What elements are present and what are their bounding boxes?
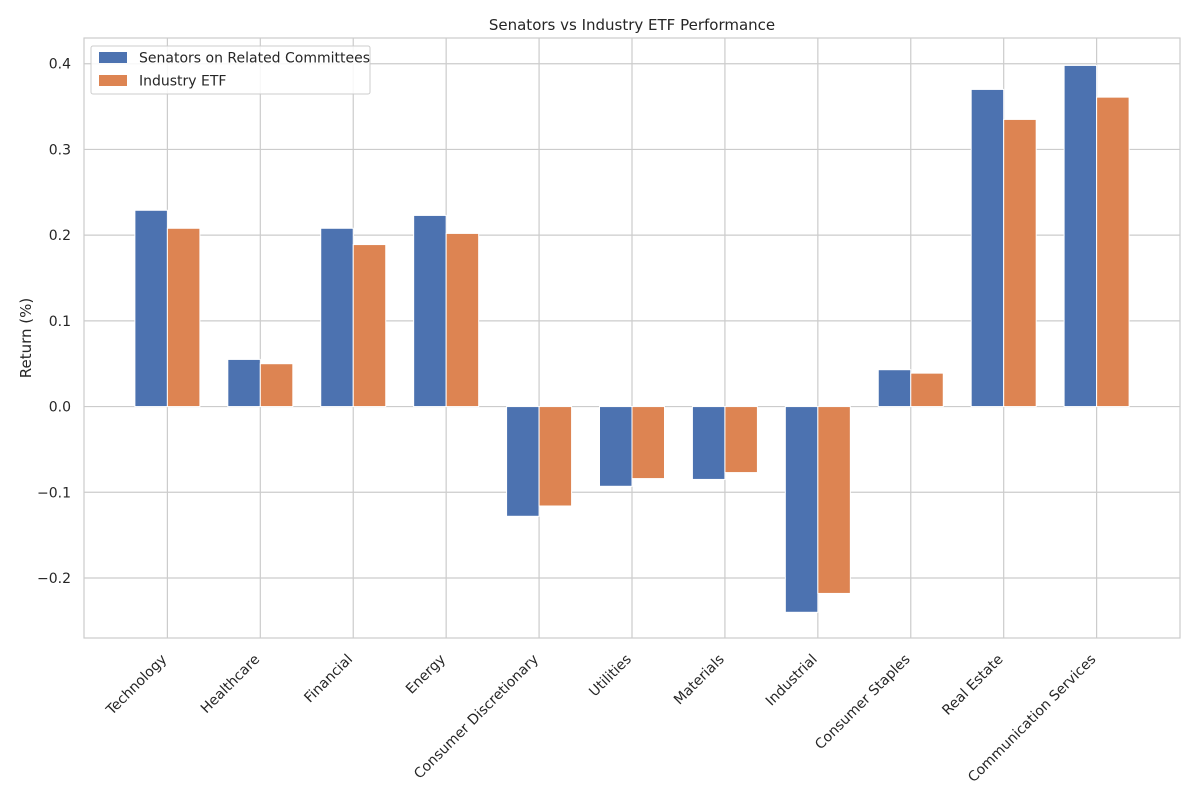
bar-industry-etf [1003,118,1037,408]
bar-industry-etf [538,406,573,507]
x-tick-label: Industrial [763,652,821,710]
x-tick-label: Technology [103,652,170,719]
bar-industry-etf [724,406,758,474]
legend: Senators on Related Committees Industry … [90,45,371,95]
bar-senators [784,406,819,613]
x-tick-label: Energy [403,652,449,698]
bar-senators [691,406,726,480]
y-tick-label: 0.1 [49,314,71,330]
bar-industry-etf [631,406,665,480]
plot-frame [83,37,1181,639]
legend-swatch-senators [99,52,127,63]
bar-industry-etf [259,363,294,408]
bar-senators [227,358,261,408]
legend-frame [90,45,371,95]
y-tick-labels: −0.2 −0.1 0.0 0.1 0.2 0.3 0.4 [37,57,71,587]
x-tick-label: Utilities [586,652,635,701]
y-tick-label: −0.2 [37,571,71,587]
y-tick-label: 0.0 [49,400,71,416]
bar-industry-etf [817,406,851,594]
bar-senators [134,209,168,408]
legend-swatch-industry-etf [99,75,127,86]
bar-senators [877,369,912,408]
x-tick-labels: Technology Healthcare Financial Energy Consu… [103,652,1100,786]
y-tick-label: −0.1 [37,485,71,501]
x-tick-label: Real Estate [939,652,1006,719]
bar-senators [970,88,1005,408]
bar-industry-etf [910,372,944,408]
y-tick-label: 0.2 [49,228,71,244]
chart-title: Senators vs Industry ETF Performance [489,16,775,34]
bar-senators [1063,64,1098,408]
y-axis-label: Return (%) [17,298,35,379]
x-tick-label: Materials [671,652,728,709]
bars [134,64,1130,613]
x-tick-label: Healthcare [198,652,263,717]
bar-senators [506,406,540,517]
bar-industry-etf [352,244,387,408]
bar-senators [320,227,354,408]
bar-senators [599,406,633,487]
bar-industry-etf [445,232,480,408]
x-tick-label: Financial [301,652,356,707]
bar-industry-etf [1096,96,1130,408]
legend-label-senators: Senators on Related Committees [139,51,370,67]
x-tick-label: Consumer Staples [812,652,913,753]
bar-industry-etf [166,227,201,408]
y-tick-label: 0.4 [49,57,71,73]
bar-senators [413,214,447,408]
y-tick-label: 0.3 [49,142,71,158]
legend-label-industry-etf: Industry ETF [139,74,227,90]
